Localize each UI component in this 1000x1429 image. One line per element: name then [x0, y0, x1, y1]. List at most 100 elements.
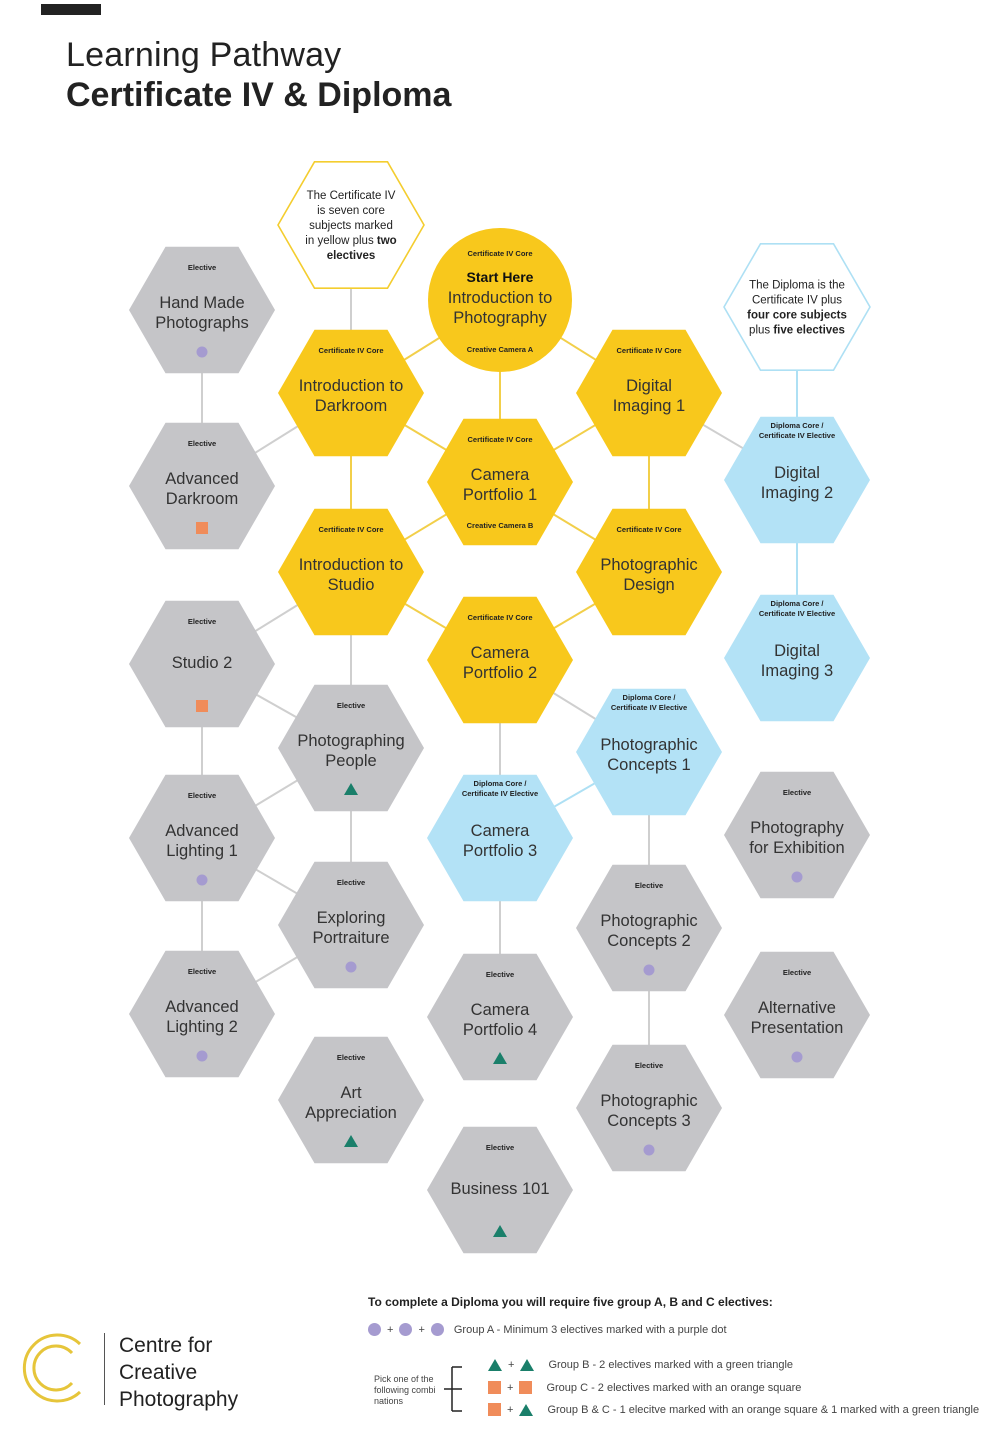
- node-art-appreciation: Elective Art Appreciation: [278, 1036, 424, 1164]
- hexagon-shape: [278, 861, 424, 989]
- note-text-span: five electives: [773, 325, 845, 337]
- node-intro-darkroom: Certificate IV Core Introduction to Darkro…: [278, 329, 424, 457]
- node-subtag: Creative Camera A: [467, 345, 534, 354]
- hexagon-shape: [278, 508, 424, 636]
- purple-dot-icon: [196, 874, 208, 886]
- legend-group-b-text: Group B - 2 electives marked with a gree…: [548, 1359, 793, 1371]
- green-triangle-icon: [344, 1135, 358, 1147]
- node-tag: Elective: [783, 968, 811, 977]
- green-triangle-icon: [344, 783, 358, 795]
- node-label: Photographs: [155, 314, 249, 332]
- hexagon-shape: [278, 684, 424, 812]
- note-text-span: Certificate IV plus: [752, 295, 842, 307]
- hexagon-shape: [576, 864, 722, 992]
- hexagon-shape: [129, 950, 275, 1078]
- node-tag: Elective: [783, 788, 811, 797]
- node-tag: Certificate IV Elective: [759, 431, 835, 440]
- green-triangle-icon: [488, 1359, 502, 1371]
- note-text-span: two: [377, 235, 397, 247]
- plus-sign: +: [507, 1381, 514, 1394]
- node-label: Advanced: [165, 822, 238, 840]
- purple-dot-icon: [643, 1144, 655, 1156]
- node-tag: Elective: [635, 1061, 663, 1070]
- node-exploring-portraiture: Elective Exploring Portraiture: [278, 861, 424, 989]
- node-tag: Certificate IV Elective: [462, 789, 538, 798]
- node-studio-2: Elective Studio 2: [129, 600, 275, 728]
- node-tag: Diploma Core /: [771, 421, 825, 430]
- note-line: The Diploma is the: [749, 280, 845, 292]
- note-line: The Certificate IV: [307, 190, 396, 202]
- note-text-span: The Diploma is the: [749, 280, 845, 292]
- node-advanced-lighting-1: Elective Advanced Lighting 1: [129, 774, 275, 902]
- node-photography-for-exhibition: Elective Photography for Exhibition: [724, 771, 870, 899]
- node-label: Darkroom: [166, 490, 238, 508]
- node-label: Concepts 3: [607, 1112, 690, 1130]
- bracket-icon: [444, 1366, 462, 1412]
- note-line: Certificate IV plus: [752, 295, 842, 307]
- node-label: Photography: [453, 309, 547, 327]
- node-label: Camera: [471, 1001, 531, 1019]
- purple-dot-icon: [196, 1050, 208, 1062]
- note-hexagon-shape: [277, 161, 425, 290]
- node-advanced-lighting-2: Elective Advanced Lighting 2: [129, 950, 275, 1078]
- node-label: Advanced: [165, 998, 238, 1016]
- note-text-span: plus: [749, 325, 773, 337]
- node-label: Photographic: [600, 912, 697, 930]
- node-label: Hand Made: [159, 294, 244, 312]
- logo-divider: [104, 1333, 105, 1405]
- green-triangle-icon: [493, 1052, 507, 1064]
- node-business-101: Elective Business 101: [427, 1126, 573, 1254]
- note-line: electives: [327, 250, 376, 262]
- node-tag: Certificate IV Core: [318, 346, 383, 355]
- node-tag: Elective: [486, 970, 514, 979]
- orange-square-icon: [196, 700, 208, 712]
- node-label: People: [325, 752, 376, 770]
- note-text-span: The Certificate IV: [307, 190, 396, 202]
- node-camera-portfolio-3: Diploma Core /Certificate IV Elective Cam…: [427, 774, 573, 902]
- plus-sign: +: [508, 1359, 515, 1371]
- node-label: Digital: [774, 464, 820, 482]
- node-tag: Certificate IV Core: [467, 613, 532, 622]
- node-label: Portfolio 2: [463, 664, 537, 682]
- node-photographic-concepts-1: Diploma Core /Certificate IV Elective Pho…: [576, 688, 722, 816]
- start-heading: Start Here: [467, 269, 534, 285]
- note-hexagon-shape: [723, 243, 871, 372]
- hexagon-shape: [724, 951, 870, 1079]
- start-circle-shape: [428, 228, 572, 372]
- node-tag: Elective: [486, 1143, 514, 1152]
- node-label: Digital: [626, 377, 672, 395]
- node-intro-studio: Certificate IV Core Introduction to Studio: [278, 508, 424, 636]
- hexagon-shape: [129, 774, 275, 902]
- node-label: Business 101: [450, 1180, 549, 1198]
- node-tag: Elective: [635, 881, 663, 890]
- hexagon-shape: [129, 246, 275, 374]
- node-alternative-presentation: Elective Alternative Presentation: [724, 951, 870, 1079]
- node-label: Photographing: [297, 732, 404, 750]
- hexagon-shape: [129, 422, 275, 550]
- node-tag: Certificate IV Core: [616, 346, 681, 355]
- node-digital-imaging-1: Certificate IV Core Digital Imaging 1: [576, 329, 722, 457]
- node-tag: Certificate IV Core: [467, 249, 532, 258]
- legend-title: To complete a Diploma you will require f…: [368, 1295, 773, 1309]
- node-tag: Elective: [188, 791, 216, 800]
- node-tag: Elective: [337, 1053, 365, 1062]
- node-tag: Elective: [337, 878, 365, 887]
- node-label: Studio 2: [172, 654, 233, 672]
- note-cert: The Certificate IV is seven core subjects …: [277, 161, 425, 290]
- node-tag: Certificate IV Core: [616, 525, 681, 534]
- note-text-span: is seven core: [317, 205, 385, 217]
- node-label: Camera: [471, 466, 531, 484]
- logo-icon: [22, 1333, 82, 1403]
- hexagon-shape: [129, 600, 275, 728]
- legend-group-c-text: Group C - 2 electives marked with an ora…: [546, 1381, 802, 1394]
- note-line: subjects marked: [309, 220, 393, 232]
- green-triangle-icon: [519, 1403, 534, 1416]
- note-line: four core subjects: [747, 310, 847, 322]
- node-label: Exploring: [317, 909, 386, 927]
- note-line: in yellow plus two: [305, 235, 396, 247]
- node-camera-portfolio-4: Elective Camera Portfolio 4: [427, 953, 573, 1081]
- hexagon-shape: [278, 329, 424, 457]
- pathway-diagram: Elective Hand Made Photographs Elective Adva…: [129, 161, 871, 1254]
- purple-dot-icon: [196, 346, 208, 358]
- node-digital-imaging-2: Diploma Core /Certificate IV Elective Dig…: [724, 416, 870, 544]
